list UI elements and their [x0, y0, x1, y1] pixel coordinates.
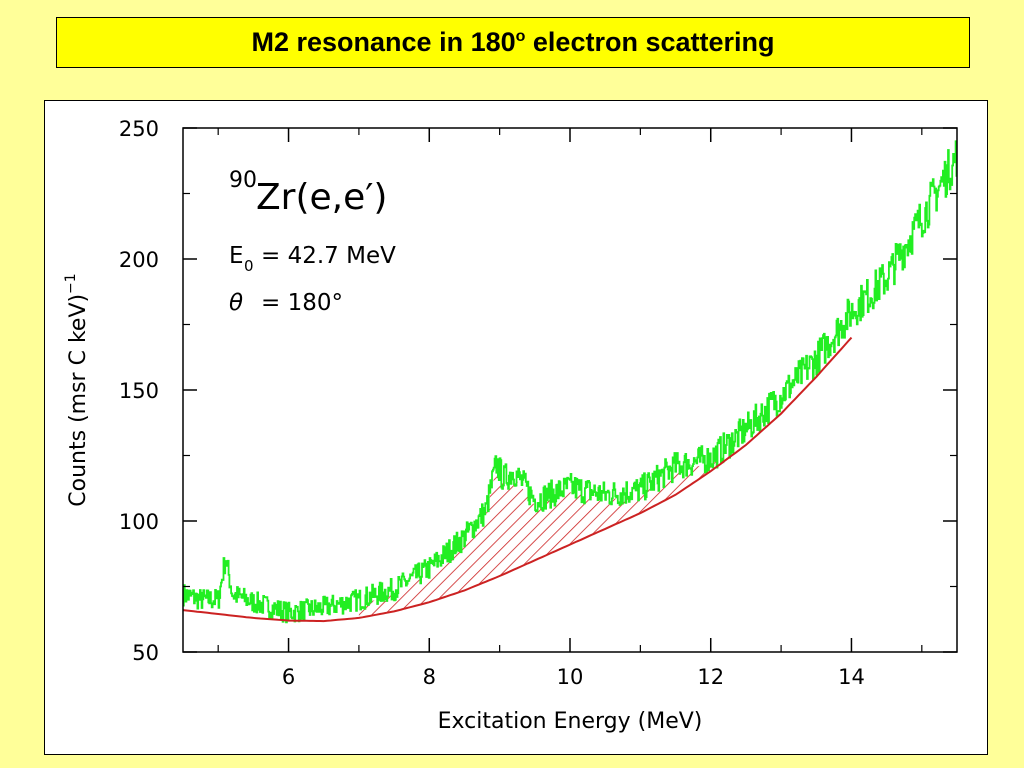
spectrum-series-line	[183, 140, 957, 624]
x-tick-label: 6	[282, 665, 295, 689]
x-tick-label: 12	[697, 665, 724, 689]
y-tick-label: 50	[132, 641, 159, 665]
energy-subscript: 0	[244, 257, 254, 275]
x-tick-label: 8	[423, 665, 436, 689]
reaction-label: 90 Zr(e,e′)	[229, 168, 387, 218]
y-tick-label: 200	[119, 248, 159, 272]
energy-value: = 42.7 MeV	[261, 243, 396, 269]
y-axis-title: Counts (msr C keV)−1	[63, 273, 91, 506]
slide-title: M2 resonance in 180o electron scattering	[251, 27, 775, 57]
reaction-formula: Zr(e,e′)	[256, 177, 387, 218]
background-series-line	[182, 336, 853, 623]
y-tick-label: 100	[119, 510, 159, 534]
spectrum-chart: 6 8 10 12 14 50 100 150 200 250 90 Zr(e,e′) E 0 =…	[63, 117, 958, 734]
slide-title-box: M2 resonance in 180o electron scattering	[56, 17, 970, 68]
angle-label: θ = 180°	[229, 290, 343, 316]
angle-symbol: θ	[229, 290, 243, 316]
y-tick-label: 150	[119, 379, 159, 403]
x-tick-label: 14	[838, 665, 865, 689]
y-tick-label: 250	[119, 117, 159, 141]
angle-value: = 180°	[261, 290, 343, 316]
x-axis-title: Excitation Energy (MeV)	[438, 709, 703, 734]
y-axis-title-group: Counts (msr C keV)−1	[63, 273, 91, 506]
energy-symbol: E	[229, 243, 244, 269]
chart-panel: 6 8 10 12 14 50 100 150 200 250 90 Zr(e,e′) E 0 =…	[44, 100, 988, 755]
beam-energy-label: E 0 = 42.7 MeV	[229, 243, 396, 275]
x-tick-label: 10	[557, 665, 584, 689]
reaction-mass-number: 90	[229, 168, 257, 193]
